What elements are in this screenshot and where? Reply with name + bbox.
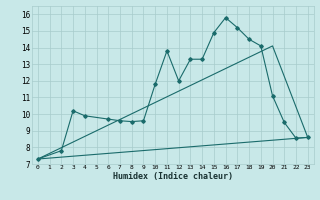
- X-axis label: Humidex (Indice chaleur): Humidex (Indice chaleur): [113, 172, 233, 181]
